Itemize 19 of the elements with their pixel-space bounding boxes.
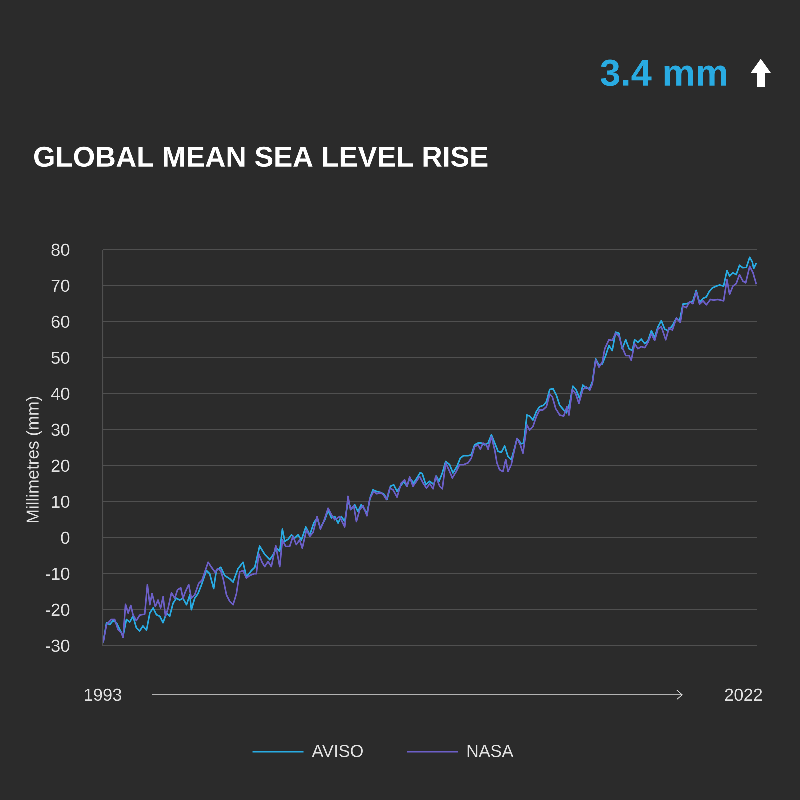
legend-label: AVISO [312,745,363,758]
y-tick-label: 40 [51,388,70,400]
y-tick-label: 50 [52,352,70,364]
x-tick-label: 2022 [725,688,762,702]
y-tick-label: 80 [52,244,70,256]
y-tick-label: 60 [52,316,70,328]
y-tick-label: -10 [46,568,70,580]
y-tick-label: -20 [46,604,70,616]
y-tick-label: 70 [52,280,70,292]
y-tick-label: 20 [52,460,70,472]
y-tick-label: 10 [52,496,70,508]
y-axis-title: Millimetres (mm) [26,396,42,522]
chart-title: GLOBAL MEAN SEA LEVEL RISE [34,146,488,168]
text: 3.4 mm [600,60,726,86]
legend-label: NASA [468,745,514,758]
y-tick-label: 30 [52,424,70,436]
y-tick-label: 0 [61,532,70,544]
x-tick-label: 1993 [85,688,122,702]
y-tick-label: -30 [46,640,70,652]
